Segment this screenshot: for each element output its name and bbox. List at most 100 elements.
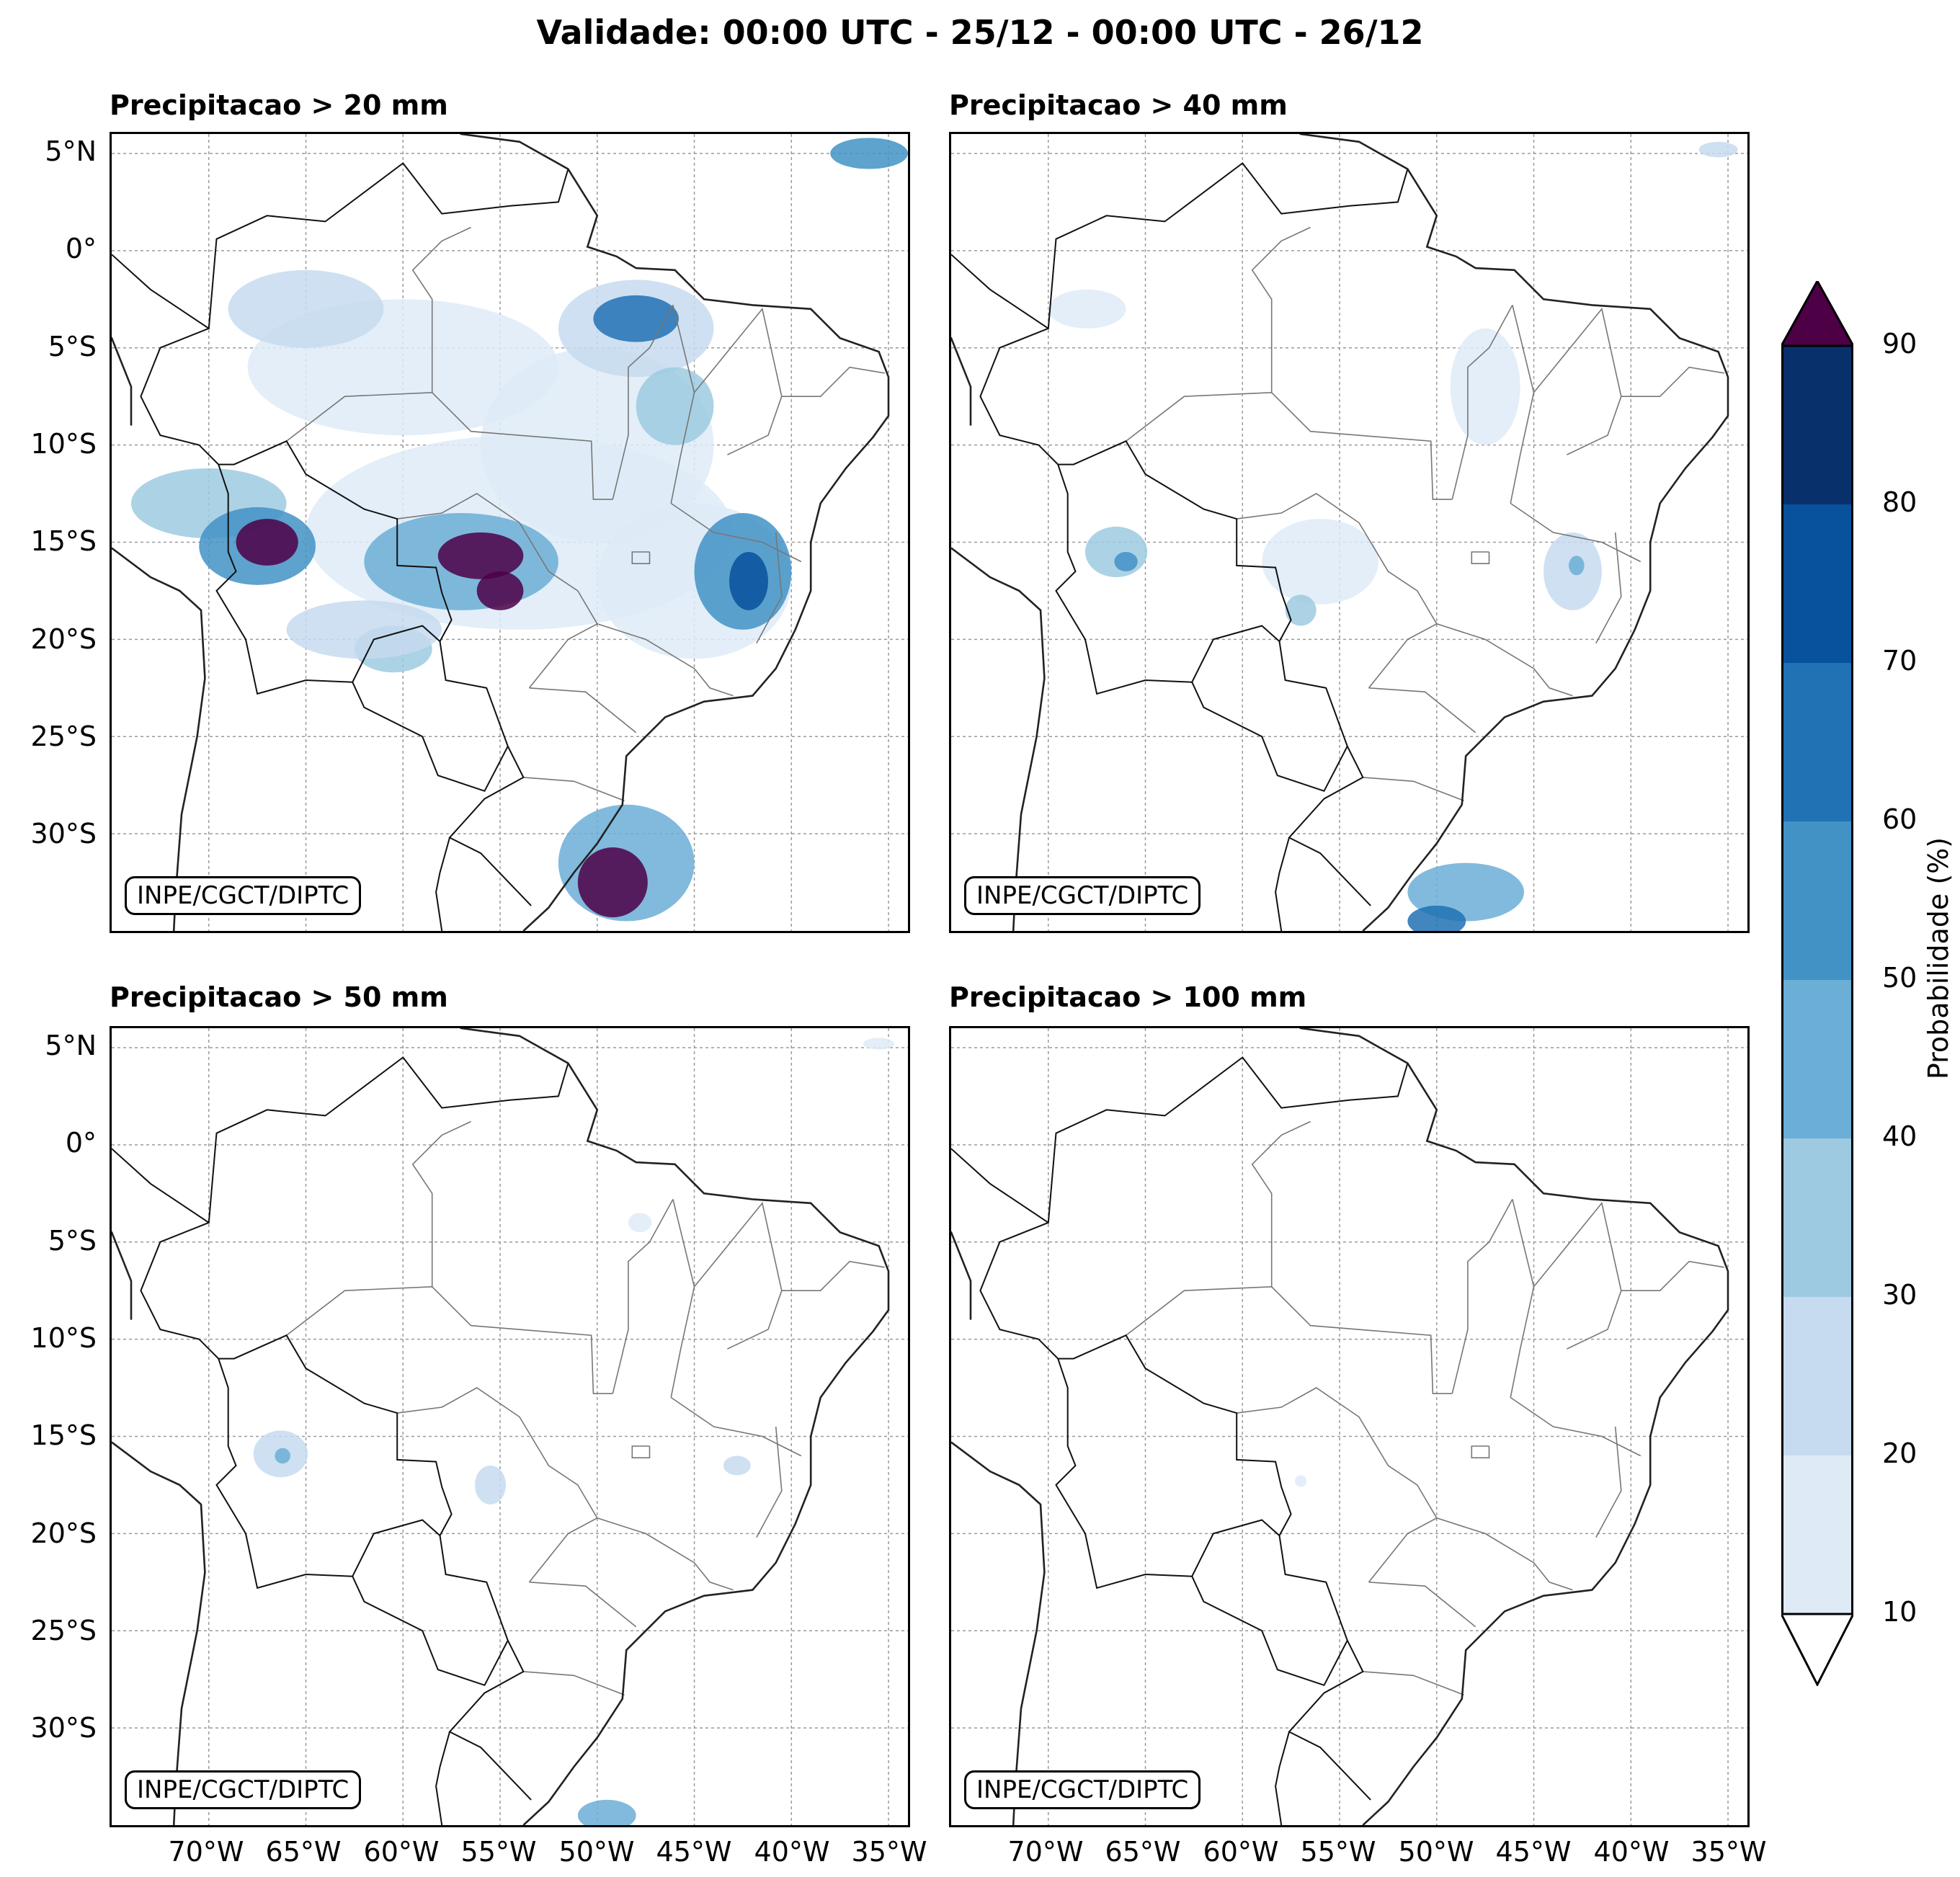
colorbar-tick: 80 (1882, 486, 1917, 518)
coastline (112, 1231, 133, 1320)
state-border (1621, 366, 1724, 398)
map-panel-40mm: INPE/CGCT/DIPTC (949, 132, 1750, 933)
country-borders (112, 162, 569, 931)
lon-tick: 55°W (460, 1836, 537, 1868)
probability-blob (729, 551, 768, 610)
precipitation-field (130, 138, 908, 922)
state-border (670, 305, 695, 504)
country-border (112, 1056, 569, 1224)
country-borders (112, 1056, 569, 1825)
probability-blob (1048, 289, 1126, 329)
colorbar-label: Probabilidade (%) (1923, 837, 1954, 1080)
probability-blob (628, 1213, 652, 1233)
state-border (1237, 493, 1438, 689)
colorbar-band (1781, 821, 1853, 980)
state-border (1237, 1387, 1438, 1583)
state-border (1436, 1517, 1573, 1591)
probability-blob (1295, 1475, 1307, 1487)
lat-tick: 20°S (30, 623, 97, 655)
coastline (951, 547, 1046, 931)
state-border (631, 1445, 651, 1459)
country-border (1191, 682, 1348, 793)
lat-tick: 25°S (30, 1615, 97, 1646)
coastline (112, 336, 133, 426)
lat-tick: 0° (65, 1127, 97, 1159)
precipitation-field (1048, 141, 1738, 931)
state-border (612, 1199, 674, 1394)
state-border (693, 1202, 783, 1350)
panel-title-40mm: Precipitacao > 40 mm (949, 89, 1288, 121)
precipitation-field (1295, 1475, 1307, 1487)
state-border (1368, 687, 1476, 734)
lon-tick: 40°W (1593, 1836, 1670, 1868)
state-border (1471, 1445, 1490, 1459)
lon-tick: 35°W (851, 1836, 927, 1868)
lon-tick: 55°W (1300, 1836, 1376, 1868)
state-border (1363, 1671, 1464, 1696)
panel-title-50mm: Precipitacao > 50 mm (110, 981, 448, 1013)
state-border (411, 1120, 471, 1287)
state-border (781, 366, 885, 398)
state-border (670, 1199, 695, 1398)
country-border (951, 1056, 1409, 1224)
country-border (1055, 464, 1280, 695)
lon-tick: 60°W (1203, 1836, 1279, 1868)
lat-tick: 10°S (30, 1322, 97, 1354)
country-border (1275, 837, 1290, 931)
colorbar-band (1781, 1297, 1853, 1455)
probability-blob (1569, 556, 1585, 576)
state-border (1251, 1120, 1311, 1287)
map-canvas-100mm (951, 1028, 1747, 1825)
lon-tick: 65°W (265, 1836, 342, 1868)
country-border (979, 327, 1371, 906)
colorbar-tick: 60 (1882, 803, 1917, 835)
lat-tick: 5°S (48, 1225, 97, 1257)
state-border (612, 305, 674, 500)
probability-blob (236, 519, 298, 566)
state-border (1510, 502, 1642, 563)
colorbar-band (1781, 980, 1853, 1138)
country-border (1055, 1358, 1280, 1590)
state-border (286, 1285, 613, 1394)
state-border (1621, 1260, 1724, 1292)
gridlines (951, 134, 1747, 931)
state-border (529, 1582, 637, 1628)
map-canvas-20mm (112, 134, 908, 931)
state-border (523, 1671, 625, 1696)
country-border (979, 1221, 1371, 1801)
lat-tick: 15°S (30, 1419, 97, 1451)
lon-tick: 70°W (168, 1836, 244, 1868)
coastline (112, 547, 206, 931)
probability-blob (830, 138, 908, 169)
coastline (951, 1231, 972, 1320)
colorbar-band (1781, 1138, 1853, 1297)
colorbar (1781, 281, 1853, 1686)
coastline (459, 134, 890, 931)
country-borders (951, 1056, 1409, 1825)
state-border (1436, 623, 1573, 697)
probability-blob (577, 847, 648, 918)
probability-blob (723, 1455, 751, 1476)
probability-blob (1114, 551, 1138, 571)
lon-tick: 45°W (656, 1836, 732, 1868)
state-border (1251, 226, 1311, 393)
lat-tick: 5°N (45, 1030, 97, 1061)
colorbar-band (1781, 346, 1853, 504)
probability-blob (474, 1465, 507, 1504)
colorbar-tick: 90 (1882, 328, 1917, 360)
lon-tick: 65°W (1105, 1836, 1181, 1868)
colorbar-tick: 20 (1882, 1437, 1917, 1469)
lon-tick: 40°W (754, 1836, 830, 1868)
state-border (1533, 308, 1622, 455)
map-panel-50mm: INPE/CGCT/DIPTC (110, 1026, 910, 1827)
state-border (756, 1426, 783, 1538)
colorbar-tick: 50 (1882, 962, 1917, 994)
lat-tick: 30°S (30, 1712, 97, 1744)
state-border (1126, 1285, 1453, 1394)
lon-tick: 60°W (363, 1836, 440, 1868)
state-border (1510, 1199, 1535, 1398)
probability-blob (286, 600, 442, 659)
probability-blob (1084, 526, 1148, 578)
gridlines (951, 1028, 1747, 1825)
probability-blob (1407, 905, 1466, 931)
